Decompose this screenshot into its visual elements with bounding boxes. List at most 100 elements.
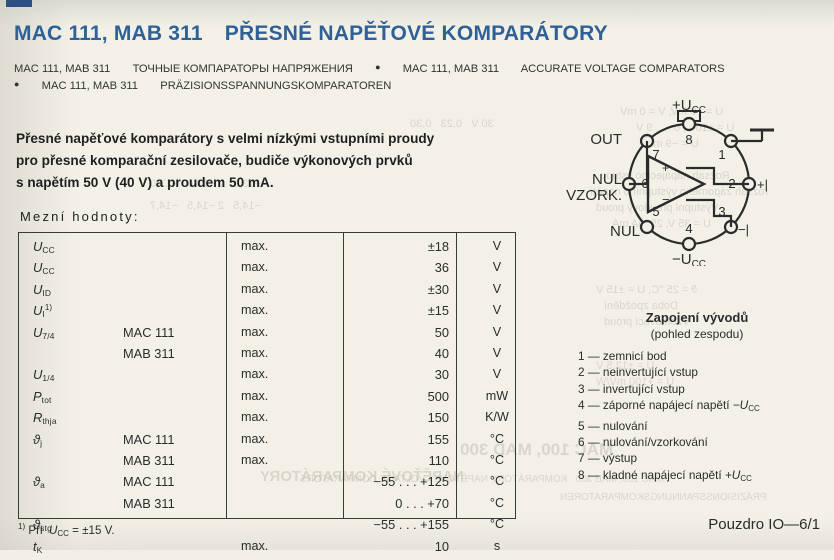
footnote-text-post: = ±15 V. [72,524,115,537]
pin-legend-item: 4 — záporné napájecí napětí −UCC [578,398,760,414]
row-unit: °C [489,495,505,510]
row-unit: K/W [485,410,509,425]
label-nul: NUL [610,223,640,240]
row-unit: V [492,367,502,382]
row-qualifier: max. [241,410,269,425]
pin-number-4: 4 [685,221,692,236]
wire-pin7-to-output [645,141,649,186]
pin-legend-item: 8 — kladné napájecí napětí +UCC [578,467,752,483]
row-unit: °C [489,517,505,532]
table-row: UID max. ±30 V [19,282,515,303]
row-device-type: MAC 111 [123,474,175,490]
row-symbol: ϑstg [33,517,52,534]
wire-inverting-to-pin3 [686,198,733,227]
pin-legend-item: 3 — invertující vstup [578,381,685,396]
footnote-text-pre: Při [28,524,43,537]
row-qualifier: max. [241,388,269,403]
wire-noninverting-to-pin2 [686,166,749,186]
row-unit: V [492,346,502,360]
row-value: ±15 [427,303,449,319]
table-row: Ptot max. 500 mW [19,389,515,410]
row-symbol: UCC [33,239,55,255]
row-qualifier: max. [241,281,269,296]
row-device-type: MAC 111 [123,431,175,447]
pin-5-node [639,219,655,235]
abstract-line-2: pro přesné komparační zesilovače, budiče… [16,153,413,168]
pinout-diagram: 8 1 2 3 4 5 6 7 + − +| −| OUT NUL VZORK.… [566,96,828,270]
pin-8-node [681,116,697,132]
label-vcc-negative: −UCC [672,251,706,266]
row-value: −55 . . . +155 [373,517,449,533]
title-part-name: PŘESNÉ NAPĚŤOVÉ KOMPARÁTORY [224,22,608,45]
subtitle-text-ru: ТОЧНЫЕ КОМПАРАТОРЫ НАПРЯЖЕНИЯ [132,63,353,75]
table-row: UCC max. 36 V [19,260,515,281]
label-out: OUT [590,131,622,148]
pinout-title: Zapojení vývodů [645,310,749,325]
footnote-marker: 1) [18,522,26,531]
row-value: 10 [434,538,449,554]
pin-4-node [681,236,697,252]
subtitle-row-ru-en: MAC 111, MAB 311 ТОЧНЫЕ КОМПАРАТОРЫ НАПР… [14,60,725,77]
abstract-line-3: s napětím 50 V (40 V) a proudem 50 mA. [16,175,274,190]
table-divider-3 [456,233,458,518]
row-value: ±18 [427,239,449,254]
row-qualifier: max. [241,239,269,253]
row-value: 50 [434,324,449,340]
row-unit: V [492,281,502,296]
table-divider-2 [343,233,345,518]
noninverting-input-terminal-label: +| [757,177,768,192]
row-qualifier: max. [241,367,269,382]
row-value: 500 [427,388,449,404]
row-value: 30 [434,367,449,383]
pin-number-5: 5 [652,204,659,219]
row-symbol: Rthja [33,410,57,427]
subtitle-block: MAC 111, MAB 311 ТОЧНЫЕ КОМПАРАТОРЫ НАПР… [14,60,725,94]
footnote-symbol-sub: CC [57,529,69,538]
row-device-type: MAB 311 [123,495,175,511]
pin-number-3: 3 [718,204,725,219]
row-unit: V [492,303,502,318]
table-row: ϑa MAC 111 −55 . . . +125 °C [19,474,515,495]
row-symbol: ϑj [33,431,43,448]
row-value: 155 [427,431,449,447]
row-qualifier: max. [241,453,269,467]
subtitle-codes-ru: MAC 111, MAB 311 [14,63,111,75]
pin-legend-item: 5 — nulování [578,418,648,433]
abstract-line-1: Přesné napěťové komparátory s velmi nízk… [16,131,435,146]
pin-legend-item: 2 — neinvertující vstup [578,365,698,380]
table-row: UCC max. ±18 V [19,239,515,260]
subtitle-codes-de: MAC 111, MAB 311 [41,80,139,92]
pin-number-7: 7 [652,147,659,162]
row-unit: V [492,324,502,339]
footnote-symbol: U [48,524,58,537]
bullet-icon-1: ● [375,62,381,72]
row-unit: °C [489,431,505,446]
row-symbol: UI1) [33,303,53,320]
table-row: U1/4 max. 30 V [19,367,515,388]
row-unit: V [492,260,502,275]
row-unit: mW [485,388,509,403]
table-footnote: 1) Při UCC = ±15 V. [18,522,115,538]
opamp-inverting-sign: − [662,192,670,207]
pin-number-8: 8 [685,132,692,147]
package-designation: Pouzdro IO—6/1 [708,516,820,533]
row-symbol: ϑa [33,474,46,491]
abstract-paragraph: Přesné napěťové komparátory s velmi nízk… [16,128,446,194]
table-row: MAB 311 max. 110 °C [19,453,515,474]
table-row: ϑj MAC 111 max. 155 °C [19,432,515,453]
row-device-type: MAB 311 [123,453,175,468]
title-part-codes: MAC 111, MAB 311 [14,22,203,45]
subtitle-text-en: ACCURATE VOLTAGE COMPARATORS [520,63,725,75]
row-symbol: tK [33,538,43,555]
limits-section-heading: Mezní hodnoty: [20,209,140,224]
table-row: tK max. 10 s [19,539,515,560]
row-qualifier: max. [241,346,269,360]
table-row: ϑstg −55 . . . +155 °C [19,517,515,538]
limits-table: UCC max. ±18 V UCC max. 36 V UID max. ±30 V UI1) max.… [18,232,516,555]
row-unit: °C [489,474,505,489]
opamp-noninverting-sign: + [662,161,669,175]
subtitle-text-de: PRÄZISIONSSPANNUNGSKOMPARATOREN [160,80,392,92]
pin-legend-item: 6 — nulování/vzorkování [578,435,708,450]
row-value: 150 [427,410,449,426]
inverting-input-terminal-label: −| [738,222,749,237]
